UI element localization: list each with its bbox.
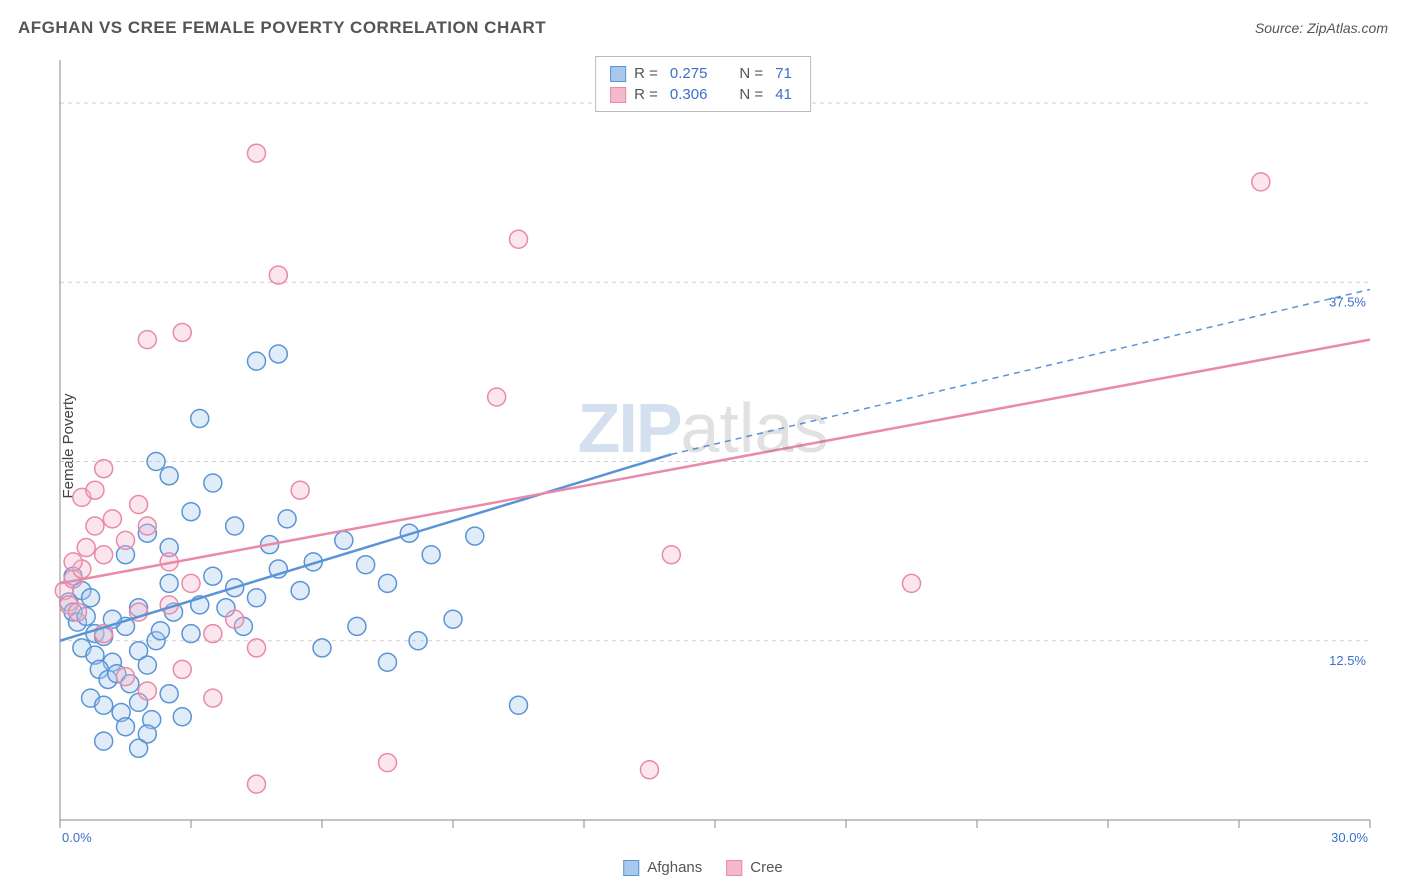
legend-r-value: 0.306 bbox=[670, 86, 708, 103]
data-point bbox=[291, 481, 309, 499]
data-point bbox=[226, 610, 244, 628]
data-point bbox=[138, 656, 156, 674]
data-point bbox=[138, 331, 156, 349]
data-point bbox=[248, 639, 266, 657]
svg-text:37.5%: 37.5% bbox=[1329, 294, 1366, 309]
data-point bbox=[248, 589, 266, 607]
data-point bbox=[422, 546, 440, 564]
data-point bbox=[466, 527, 484, 545]
legend-n-value: 41 bbox=[775, 86, 792, 103]
data-point bbox=[204, 625, 222, 643]
legend-label: Afghans bbox=[647, 859, 702, 876]
data-point bbox=[173, 708, 191, 726]
legend-label: Cree bbox=[750, 859, 783, 876]
data-point bbox=[204, 689, 222, 707]
chart-title: AFGHAN VS CREE FEMALE POVERTY CORRELATIO… bbox=[18, 18, 546, 38]
legend-row: R = 0.306 N = 41 bbox=[610, 84, 796, 105]
data-point bbox=[1252, 173, 1270, 191]
data-point bbox=[147, 453, 165, 471]
data-point bbox=[903, 574, 921, 592]
data-point bbox=[409, 632, 427, 650]
trend-line-extrapolated bbox=[671, 289, 1370, 454]
data-point bbox=[335, 531, 353, 549]
data-point bbox=[95, 460, 113, 478]
data-point bbox=[103, 510, 121, 528]
data-point bbox=[86, 481, 104, 499]
data-point bbox=[95, 732, 113, 750]
data-point bbox=[444, 610, 462, 628]
data-point bbox=[291, 582, 309, 600]
data-point bbox=[662, 546, 680, 564]
data-point bbox=[313, 639, 331, 657]
data-point bbox=[357, 556, 375, 574]
data-point bbox=[160, 574, 178, 592]
legend-item: Cree bbox=[726, 859, 783, 876]
data-point bbox=[68, 603, 86, 621]
legend-swatch bbox=[726, 860, 742, 876]
data-point bbox=[226, 517, 244, 535]
legend-swatch bbox=[610, 66, 626, 82]
data-point bbox=[182, 574, 200, 592]
legend-n-label: N = bbox=[739, 86, 763, 103]
data-point bbox=[348, 617, 366, 635]
data-point bbox=[204, 567, 222, 585]
data-point bbox=[117, 531, 135, 549]
data-point bbox=[138, 517, 156, 535]
legend-row: R = 0.275 N = 71 bbox=[610, 63, 796, 84]
data-point bbox=[204, 474, 222, 492]
data-point bbox=[173, 323, 191, 341]
data-point bbox=[379, 653, 397, 671]
data-point bbox=[173, 660, 191, 678]
data-point bbox=[117, 718, 135, 736]
chart-header: AFGHAN VS CREE FEMALE POVERTY CORRELATIO… bbox=[18, 18, 1388, 38]
legend-swatch bbox=[610, 87, 626, 103]
data-point bbox=[151, 622, 169, 640]
data-point bbox=[82, 589, 100, 607]
legend-r-label: R = bbox=[634, 86, 658, 103]
data-point bbox=[160, 467, 178, 485]
data-point bbox=[379, 574, 397, 592]
trend-line bbox=[60, 454, 671, 640]
data-point bbox=[182, 625, 200, 643]
scatter-chart: 12.5% 37.5% 0.0% 30.0% bbox=[50, 50, 1388, 842]
data-point bbox=[160, 685, 178, 703]
data-point bbox=[278, 510, 296, 528]
svg-text:0.0%: 0.0% bbox=[62, 830, 92, 842]
data-point bbox=[191, 409, 209, 427]
svg-text:12.5%: 12.5% bbox=[1329, 653, 1366, 668]
data-point bbox=[64, 553, 82, 571]
data-point bbox=[130, 739, 148, 757]
data-point bbox=[130, 496, 148, 514]
data-point bbox=[510, 696, 528, 714]
data-point bbox=[117, 668, 135, 686]
legend-r-label: R = bbox=[634, 65, 658, 82]
legend-item: Afghans bbox=[623, 859, 702, 876]
data-point bbox=[269, 345, 287, 363]
svg-text:30.0%: 30.0% bbox=[1331, 830, 1368, 842]
data-point bbox=[95, 546, 113, 564]
data-point bbox=[182, 503, 200, 521]
data-point bbox=[86, 517, 104, 535]
data-point bbox=[488, 388, 506, 406]
data-point bbox=[269, 266, 287, 284]
legend-n-value: 71 bbox=[775, 65, 792, 82]
data-point bbox=[95, 696, 113, 714]
chart-area: 12.5% 37.5% 0.0% 30.0% bbox=[50, 50, 1388, 842]
chart-source: Source: ZipAtlas.com bbox=[1255, 20, 1388, 36]
legend-n-label: N = bbox=[739, 65, 763, 82]
correlation-legend: R = 0.275 N = 71 R = 0.306 N = 41 bbox=[595, 56, 811, 112]
legend-swatch bbox=[623, 860, 639, 876]
data-point bbox=[138, 682, 156, 700]
data-point bbox=[248, 352, 266, 370]
data-point bbox=[641, 761, 659, 779]
legend-r-value: 0.275 bbox=[670, 65, 708, 82]
data-point bbox=[248, 144, 266, 162]
data-point bbox=[248, 775, 266, 793]
data-point bbox=[379, 754, 397, 772]
data-point bbox=[77, 539, 95, 557]
data-point bbox=[510, 230, 528, 248]
series-legend: Afghans Cree bbox=[623, 859, 783, 876]
